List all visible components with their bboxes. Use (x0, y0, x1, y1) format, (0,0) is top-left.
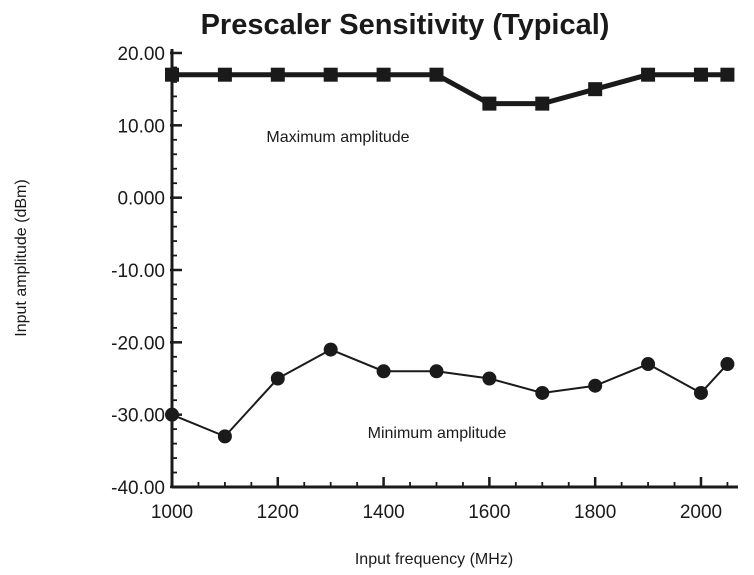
data-point-maximum (217, 67, 232, 82)
data-point-minimum (429, 364, 444, 379)
chart-title: Prescaler Sensitivity (Typical) (201, 9, 610, 41)
series-layer (165, 67, 735, 444)
data-point-maximum (693, 67, 708, 82)
x-tick-label: 1400 (362, 502, 404, 523)
data-point-maximum (323, 67, 338, 82)
data-point-maximum (429, 67, 444, 82)
x-tick-label: 1800 (574, 502, 616, 523)
x-tick-label: 2000 (680, 502, 722, 523)
data-point-minimum (482, 371, 497, 386)
data-point-minimum (270, 371, 285, 386)
y-tick-label: 20.00 (117, 44, 165, 65)
annotation-maximum-amplitude: Maximum amplitude (266, 129, 409, 146)
data-point-maximum (376, 67, 391, 82)
data-point-minimum (165, 407, 179, 422)
data-point-maximum (482, 96, 497, 111)
data-point-minimum (720, 357, 735, 372)
series-line-minimum (171, 348, 729, 438)
data-point-maximum (720, 67, 735, 82)
data-point-minimum (323, 342, 338, 357)
data-point-maximum (270, 67, 285, 82)
data-point-minimum (641, 357, 656, 372)
x-tick-label: 1600 (468, 502, 510, 523)
x-axis-label: Input frequency (MHz) (355, 551, 513, 568)
x-tick-label: 1000 (151, 502, 193, 523)
series-line-maximum (172, 72, 728, 107)
data-point-minimum (535, 385, 550, 400)
data-point-minimum (693, 385, 708, 400)
data-point-minimum (217, 429, 232, 444)
data-point-maximum (588, 82, 603, 97)
y-tick-label: -30.00 (111, 406, 165, 427)
x-tick-label: 1200 (257, 502, 299, 523)
y-tick-label: 0.000 (117, 189, 165, 210)
data-point-minimum (376, 364, 391, 379)
data-point-maximum (535, 96, 550, 111)
data-point-maximum (641, 67, 656, 82)
y-tick-label: -10.00 (111, 261, 165, 282)
y-tick-label: -20.00 (111, 333, 165, 354)
y-tick-label: 10.00 (117, 116, 165, 137)
y-tick-label: -40.00 (111, 478, 165, 499)
data-point-minimum (588, 378, 603, 393)
data-point-maximum (165, 67, 179, 82)
y-axis-label: Input amplitude (dBm) (13, 179, 30, 336)
axes: 20.00 10.00 0.000 -10.00 -20.00 -30.00 -40.00 1… (111, 44, 738, 523)
annotation-minimum-amplitude: Minimum amplitude (368, 425, 507, 442)
